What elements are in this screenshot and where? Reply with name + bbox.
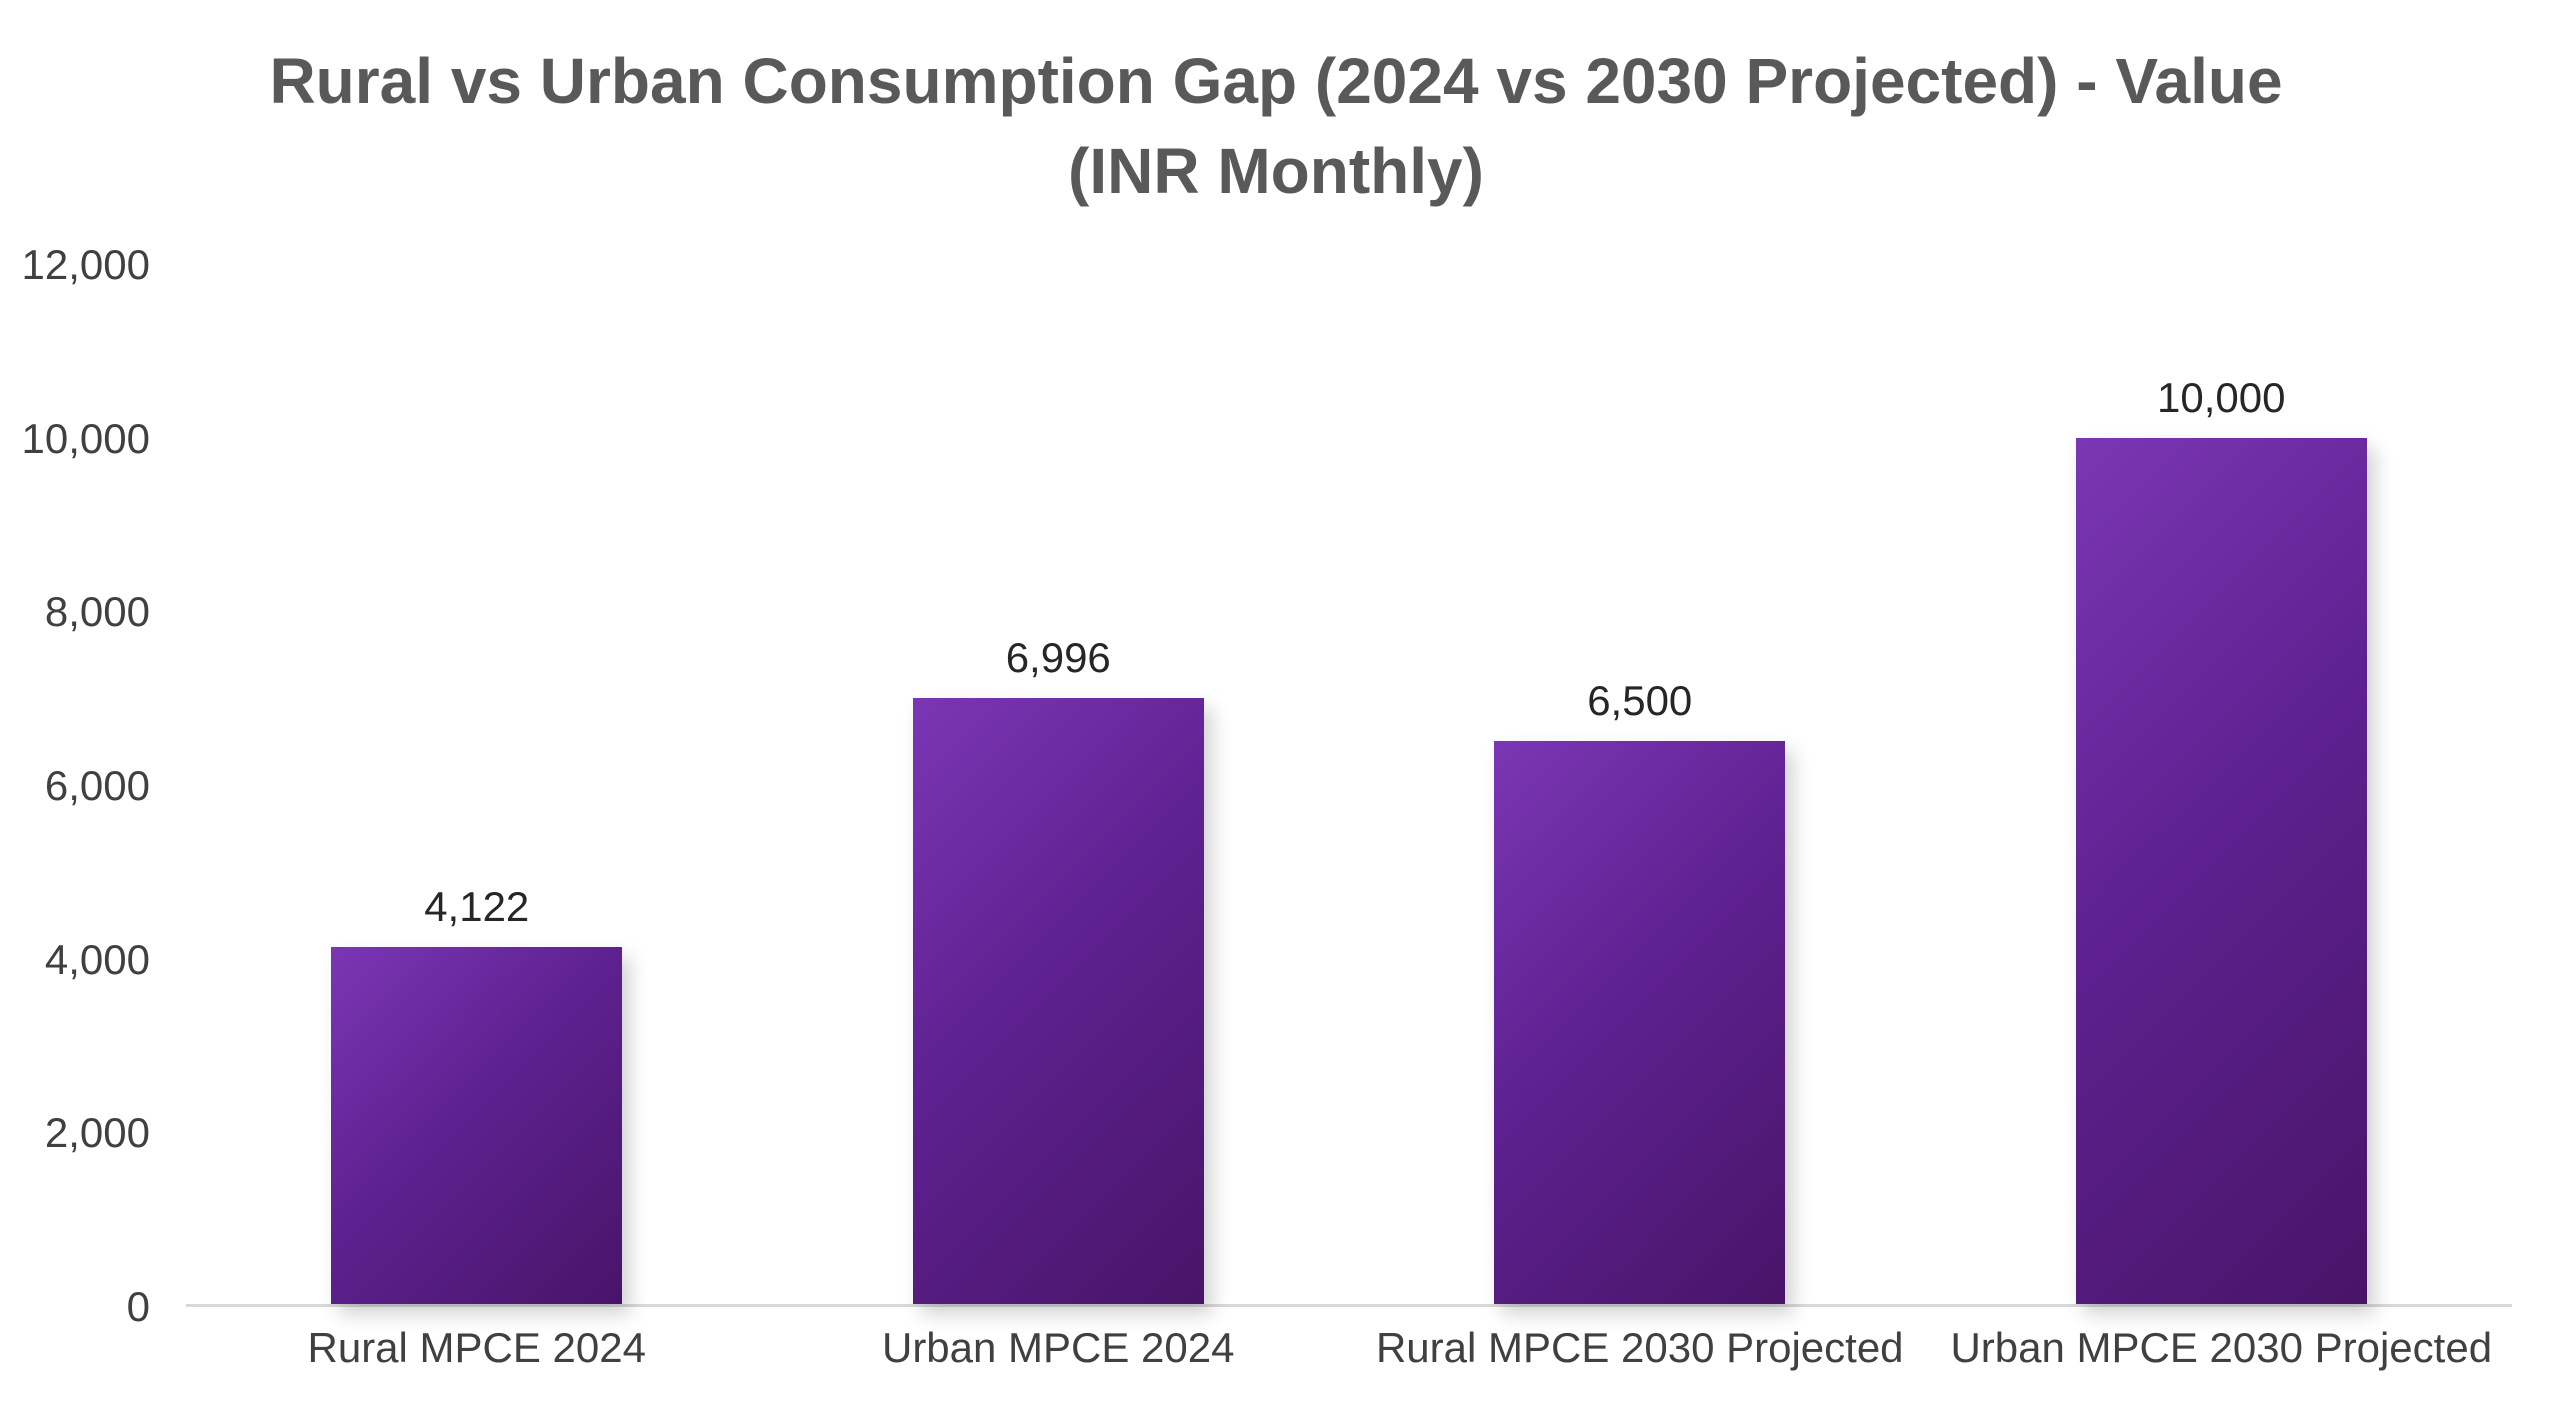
bar-data-label: 10,000 [2157, 374, 2286, 422]
x-category-label: Rural MPCE 2024 [307, 1324, 646, 1371]
bar [912, 698, 1204, 1304]
bar-data-label: 6,500 [1587, 677, 1693, 725]
y-axis: 0 2,000 4,000 6,000 8,000 10,000 12,000 [0, 241, 150, 1330]
chart-title-line2: (INR Monthly) [1068, 135, 1484, 207]
x-category-label: Urban MPCE 2030 Projected [1950, 1324, 2493, 1371]
plot-area: 4,122 6,996 6,500 10,000 [186, 265, 2512, 1307]
bar-data-label: 4,122 [424, 883, 530, 931]
bar-column: 6,500 [1349, 265, 1931, 1304]
x-category-label: Urban MPCE 2024 [881, 1324, 1235, 1371]
chart-title: Rural vs Urban Consumption Gap (2024 vs … [0, 36, 2552, 216]
chart-title-line1: Rural vs Urban Consumption Gap (2024 vs … [269, 45, 2283, 117]
bar-data-label: 6,996 [1005, 634, 1111, 682]
y-tick-label: 0 [126, 1283, 150, 1330]
x-axis: Rural MPCE 2024 Urban MPCE 2024 Rural MPCE… [186, 1324, 2512, 1372]
bar-column: 4,122 [186, 265, 768, 1304]
bar [331, 947, 623, 1304]
bar [1494, 741, 1786, 1304]
y-tick-label: 4,000 [44, 935, 150, 983]
x-category-label: Rural MPCE 2030 Projected [1375, 1324, 1904, 1371]
y-tick-label: 10,000 [21, 414, 150, 462]
y-tick-label: 6,000 [44, 762, 150, 809]
bar-column: 10,000 [1931, 265, 2513, 1304]
y-tick-label: 8,000 [44, 588, 150, 636]
y-tick-label: 2,000 [44, 1109, 150, 1157]
y-tick-label: 12,000 [21, 241, 150, 288]
bar-column: 6,996 [768, 265, 1350, 1304]
bar [2075, 438, 2367, 1304]
